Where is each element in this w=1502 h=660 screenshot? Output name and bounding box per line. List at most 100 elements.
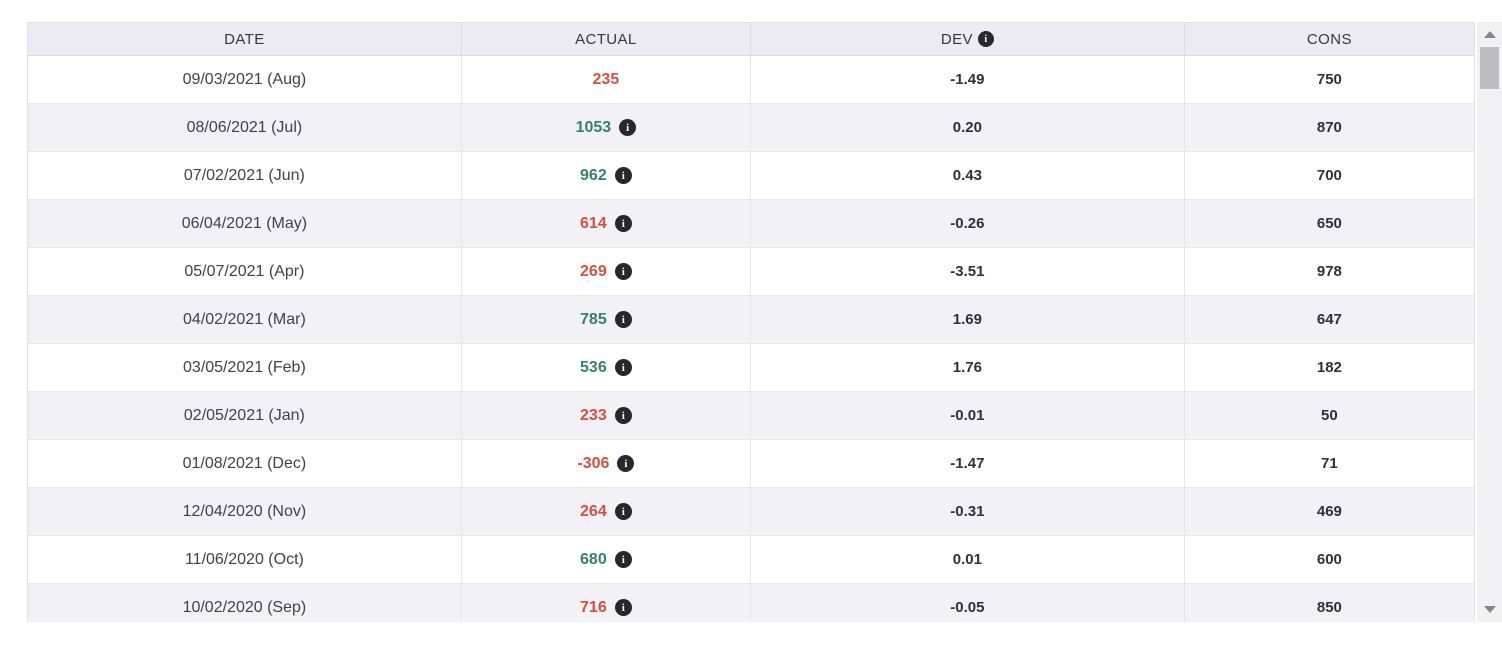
scroll-down-icon xyxy=(1483,606,1496,613)
dev-cell: 0.20 xyxy=(751,104,1185,151)
cons-cell: 182 xyxy=(1185,344,1474,391)
table-row: 03/05/2021 (Feb) 536 i 1.76 182 xyxy=(28,344,1474,392)
cons-cell: 647 xyxy=(1185,296,1474,343)
actual-value: 614 xyxy=(580,214,607,232)
info-icon[interactable]: i xyxy=(977,31,994,47)
actual-value: 269 xyxy=(580,262,607,280)
dev-cell: -0.01 xyxy=(751,392,1185,439)
dev-value: 1.69 xyxy=(952,311,982,328)
cons-cell: 750 xyxy=(1185,56,1474,103)
actual-cell: 269 i xyxy=(462,248,751,295)
actual-cell: 680 i xyxy=(462,536,751,583)
table-row: 02/05/2021 (Jan) 233 i -0.01 50 xyxy=(28,392,1474,440)
actual-value: 264 xyxy=(580,502,607,520)
dev-value: 0.43 xyxy=(952,167,982,184)
cons-value: 50 xyxy=(1321,407,1338,424)
date-value: 10/02/2020 (Sep) xyxy=(182,598,307,616)
info-icon[interactable]: i xyxy=(614,599,632,616)
date-cell: 10/02/2020 (Sep) xyxy=(28,584,462,622)
date-value: 12/04/2020 (Nov) xyxy=(182,502,307,520)
info-icon[interactable]: i xyxy=(614,215,632,232)
scrollbar[interactable] xyxy=(1477,22,1502,622)
scroll-up-button[interactable] xyxy=(1477,22,1502,47)
actual-value: 1053 xyxy=(575,118,612,136)
table-row: 05/07/2021 (Apr) 269 i -3.51 978 xyxy=(28,248,1474,296)
cons-cell: 50 xyxy=(1185,392,1474,439)
info-icon[interactable]: i xyxy=(614,551,632,568)
dev-value: -3.51 xyxy=(950,263,985,280)
cons-cell: 870 xyxy=(1185,104,1474,151)
dev-cell: -1.49 xyxy=(751,56,1185,103)
dev-cell: -0.26 xyxy=(751,200,1185,247)
actual-value: -306 xyxy=(577,454,610,472)
cons-value: 978 xyxy=(1316,263,1342,280)
dev-value: 0.01 xyxy=(952,551,982,568)
dev-cell: -0.05 xyxy=(751,584,1185,622)
cons-value: 650 xyxy=(1316,215,1342,232)
date-value: 05/07/2021 (Apr) xyxy=(184,262,305,280)
table-row: 07/02/2021 (Jun) 962 i 0.43 700 xyxy=(28,152,1474,200)
info-icon[interactable]: i xyxy=(614,359,632,376)
dev-value: 0.20 xyxy=(952,119,982,136)
actual-cell: 1053 i xyxy=(462,104,751,151)
column-header-date-label: DATE xyxy=(224,30,265,48)
dev-cell: -1.47 xyxy=(751,440,1185,487)
dev-value: -0.01 xyxy=(950,407,985,424)
date-value: 07/02/2021 (Jun) xyxy=(183,166,305,184)
date-cell: 02/05/2021 (Jan) xyxy=(28,392,462,439)
column-header-dev: DEV i xyxy=(751,23,1185,55)
dev-value: -0.05 xyxy=(950,599,985,616)
date-value: 09/03/2021 (Aug) xyxy=(182,70,307,88)
info-icon[interactable]: i xyxy=(614,167,632,184)
column-header-dev-label: DEV xyxy=(940,30,973,48)
column-header-cons: CONS xyxy=(1185,23,1474,55)
actual-value: 962 xyxy=(580,166,607,184)
actual-value: 235 xyxy=(592,70,620,88)
table-row: 10/02/2020 (Sep) 716 i -0.05 850 xyxy=(28,584,1474,622)
dev-cell: 0.43 xyxy=(751,152,1185,199)
date-value: 04/02/2021 (Mar) xyxy=(183,310,306,328)
info-icon[interactable]: i xyxy=(614,407,632,424)
cons-value: 750 xyxy=(1316,71,1342,88)
dev-cell: -0.31 xyxy=(751,488,1185,535)
column-header-actual-label: ACTUAL xyxy=(575,30,637,48)
actual-value: 716 xyxy=(580,598,607,616)
actual-value: 536 xyxy=(580,358,607,376)
cons-cell: 469 xyxy=(1185,488,1474,535)
dev-value: 1.76 xyxy=(952,359,982,376)
cons-cell: 71 xyxy=(1185,440,1474,487)
cons-value: 870 xyxy=(1316,119,1342,136)
table-row: 09/03/2021 (Aug) 235 -1.49 750 xyxy=(28,56,1474,104)
info-icon[interactable]: i xyxy=(619,119,637,136)
info-icon[interactable]: i xyxy=(614,263,632,280)
cons-cell: 978 xyxy=(1185,248,1474,295)
dev-cell: -3.51 xyxy=(751,248,1185,295)
date-cell: 12/04/2020 (Nov) xyxy=(28,488,462,535)
actual-value: 785 xyxy=(580,310,607,328)
column-header-cons-label: CONS xyxy=(1306,30,1352,48)
info-icon[interactable]: i xyxy=(617,455,635,472)
date-cell: 08/06/2021 (Jul) xyxy=(28,104,462,151)
cons-value: 469 xyxy=(1316,503,1342,520)
table-body: 09/03/2021 (Aug) 235 -1.49 750 08/06/202… xyxy=(28,56,1474,622)
date-cell: 06/04/2021 (May) xyxy=(28,200,462,247)
cons-value: 647 xyxy=(1316,311,1342,328)
actual-cell: 536 i xyxy=(462,344,751,391)
cons-value: 182 xyxy=(1316,359,1342,376)
scroll-down-button[interactable] xyxy=(1477,597,1502,622)
date-value: 03/05/2021 (Feb) xyxy=(183,358,306,376)
table-row: 06/04/2021 (May) 614 i -0.26 650 xyxy=(28,200,1474,248)
scrollbar-thumb[interactable] xyxy=(1480,47,1499,89)
table-row: 01/08/2021 (Dec) -306 i -1.47 71 xyxy=(28,440,1474,488)
info-icon[interactable]: i xyxy=(614,311,632,328)
dev-cell: 0.01 xyxy=(751,536,1185,583)
dev-cell: 1.76 xyxy=(751,344,1185,391)
cons-cell: 700 xyxy=(1185,152,1474,199)
date-cell: 07/02/2021 (Jun) xyxy=(28,152,462,199)
table-header: DATE ACTUAL DEV i CONS xyxy=(28,23,1474,56)
scroll-up-icon xyxy=(1483,31,1496,38)
cons-value: 71 xyxy=(1321,455,1338,472)
actual-cell: 235 xyxy=(462,56,751,103)
info-icon[interactable]: i xyxy=(614,503,632,520)
cons-value: 700 xyxy=(1316,167,1342,184)
